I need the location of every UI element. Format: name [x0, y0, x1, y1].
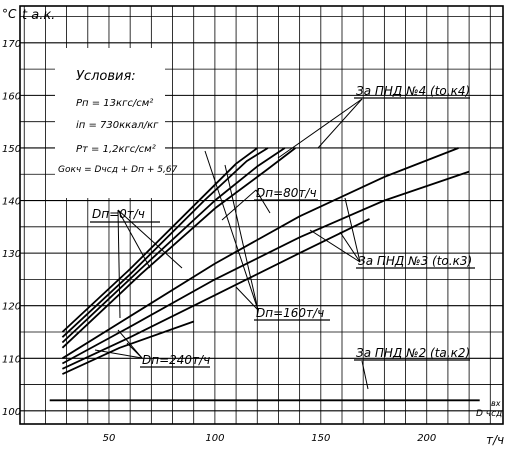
leader-line: [94, 349, 143, 359]
label-dn80: Dп=80т/ч: [256, 186, 317, 200]
conditions-box: Условия: Pп = 13кгс/см² iп = 730ккал/кг …: [55, 48, 178, 198]
y-tick-label: 150: [2, 144, 21, 155]
series-line-pnd4: [61, 147, 269, 338]
leader-line: [117, 209, 121, 319]
conditions-line-3: Pт = 1,2кгс/см²: [76, 144, 156, 155]
leader-line: [255, 189, 271, 214]
leader-line: [117, 209, 183, 269]
leader-line: [221, 189, 257, 221]
leader-line: [339, 231, 361, 263]
leader-line: [117, 209, 151, 269]
leader-line: [361, 360, 369, 390]
leader-line: [344, 197, 361, 263]
leader-line: [235, 286, 259, 311]
x-axis-unit: т/ч: [486, 433, 504, 447]
y-axis-unit: °C: [2, 7, 17, 21]
y-tick-label: 100: [2, 407, 21, 418]
series-line-pnd3: [62, 320, 195, 375]
chart-series: [49, 147, 480, 402]
y-tick-label: 140: [2, 197, 21, 208]
leader-line: [126, 342, 143, 359]
x-tick-label: 100: [205, 433, 224, 444]
series-line-pnd4: [61, 147, 258, 333]
y-tick-label: 170: [2, 39, 21, 50]
chart-axes: 100 110 120 130 140 150 160 170 50 100 150 200: [2, 5, 504, 444]
y-tick-label: 120: [2, 302, 21, 313]
leader-line: [317, 98, 363, 149]
label-pnd2: За ПНД №2 (tа.к2): [356, 346, 470, 360]
x-tick-label: 200: [417, 433, 436, 444]
label-dn160: Dп=160т/ч: [256, 306, 324, 320]
series-line-pnd3: [61, 170, 470, 365]
y-tick-label: 130: [2, 249, 21, 260]
series-line-pnd4: [61, 147, 286, 344]
conditions-line-4: Gокч = Dчсд + Dп + 5,67: [58, 165, 178, 175]
chart-leader-lines: [90, 97, 475, 390]
x-tick-label: 50: [103, 433, 116, 444]
x-axis-symbol-superscript: вх: [491, 399, 501, 408]
conditions-title: Условия:: [76, 69, 136, 84]
series-line-pnd4: [61, 147, 459, 360]
leader-line: [277, 98, 363, 159]
axis-titles: °C t a.к. D чсд вх т/ч: [2, 7, 504, 447]
conditions-box-frame: [55, 48, 165, 198]
label-pnd3: За ПНД №3 (tо.к3): [358, 254, 472, 268]
series-line-pnd3: [62, 218, 370, 370]
label-pnd4: За ПНД №4 (tо.к4): [356, 84, 470, 98]
conditions-line-1: Pп = 13кгс/см²: [76, 98, 153, 109]
y-tick-label: 160: [2, 91, 21, 102]
leader-line: [224, 164, 259, 311]
y-axis-symbol: t a.к.: [22, 8, 55, 23]
x-tick-label: 150: [311, 433, 330, 444]
x-axis-symbol: D чсд: [476, 409, 502, 419]
plot-frame: [19, 5, 504, 425]
label-dn0: Dп=0т/ч: [92, 207, 145, 221]
leader-line: [309, 229, 361, 263]
conditions-line-2: iп = 730ккал/кг: [76, 120, 159, 131]
label-dn240: Dп=240т/ч: [142, 353, 210, 367]
series-line-pnd4: [61, 147, 296, 349]
leader-line: [204, 150, 259, 311]
curve-labels: Dп=0т/ч Dп=80т/ч Dп=160т/ч Dп=240т/ч За …: [92, 84, 472, 367]
y-tick-label: 110: [2, 354, 21, 365]
